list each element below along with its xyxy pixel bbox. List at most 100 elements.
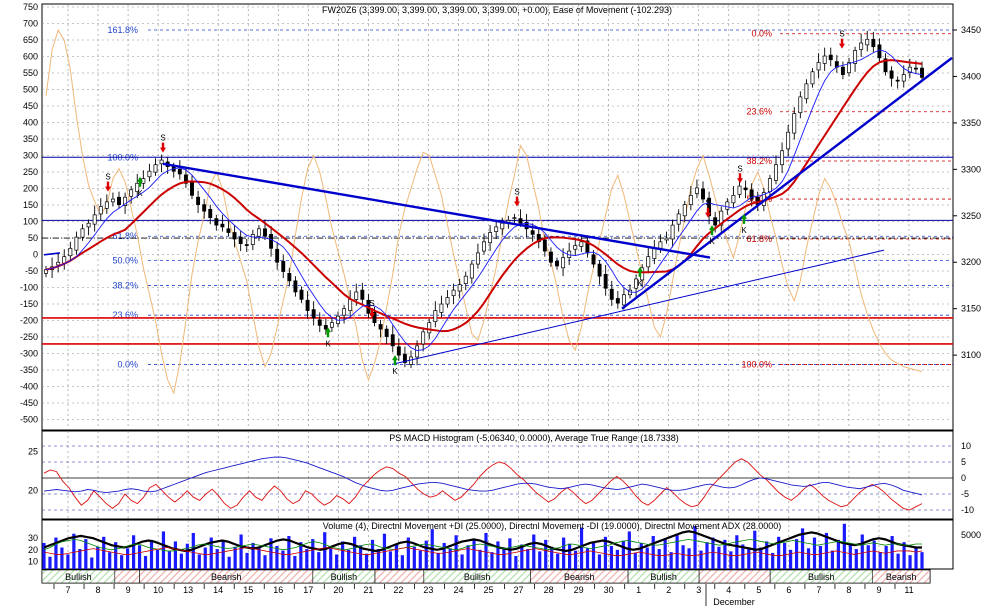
candle-body [853, 50, 858, 64]
candle-body [646, 256, 651, 268]
candle-body [658, 241, 663, 249]
volume-bar [842, 523, 846, 569]
left-tick-label: -150 [20, 299, 38, 309]
volume-bar [251, 542, 255, 569]
minus-di-series [43, 547, 923, 556]
trend-band-label: Bearish [886, 572, 917, 582]
volume-bar [311, 539, 315, 569]
candle-body [682, 204, 687, 217]
price-panel-title: FW20Z6 (3,399.00, 3,399.00, 3,399.00, 3,… [322, 5, 672, 15]
right-tick-label: 3450 [961, 25, 981, 35]
volume-bar [364, 553, 369, 569]
volume-bar [836, 539, 840, 569]
left-tick-label: 200 [23, 184, 38, 194]
candle-body [859, 42, 864, 50]
candle-body [305, 299, 310, 311]
candle-body [196, 196, 201, 205]
volume-right-tick: 5000 [961, 530, 981, 540]
right-tick-label: 3250 [961, 211, 981, 221]
indicator-right-tick: 0 [961, 473, 966, 483]
buy-arrow-icon [137, 176, 143, 187]
left-tick-label: 550 [23, 68, 38, 78]
slow-moving-average [45, 59, 923, 333]
volume-bar [800, 528, 805, 569]
volume-bar [878, 552, 882, 569]
trend-band-label: Bearish [564, 572, 595, 582]
candle-body [895, 79, 900, 82]
candle-body [86, 222, 91, 228]
buy-signal-label: K [392, 367, 398, 376]
candle-body [828, 54, 833, 61]
candle-body [482, 241, 486, 252]
sell-arrow-icon [160, 142, 166, 153]
volume-bar [72, 533, 76, 569]
volume-bar [573, 550, 578, 569]
volume-bar [693, 526, 697, 569]
candle-body [238, 236, 243, 245]
candle-body [445, 297, 450, 305]
candle-body [202, 204, 207, 212]
volume-bar [783, 542, 787, 569]
trend-band-label: Bullish [331, 572, 358, 582]
volume-bar [597, 554, 602, 569]
macd-histogram-series [43, 458, 923, 511]
volume-bar [42, 542, 46, 569]
candle-body [694, 187, 699, 194]
candle-body [518, 218, 523, 224]
date-tick-label: 14 [213, 585, 223, 595]
candle-body [433, 310, 438, 323]
trend-band-label: Bullish [464, 572, 491, 582]
candle-body [348, 299, 353, 311]
left-tick-label: 500 [23, 85, 38, 95]
left-tick-label: 600 [23, 52, 38, 62]
volume-bar [603, 536, 608, 569]
candle-body [378, 324, 383, 330]
candle-body [676, 213, 681, 225]
volume-bar [287, 536, 291, 569]
candle-body [190, 181, 194, 196]
date-tick-label: 11 [904, 585, 913, 595]
candle-body [226, 228, 231, 233]
volume-bar [299, 542, 303, 569]
trend-lines [43, 56, 953, 365]
volume-bar [633, 552, 637, 569]
sell-arrow-icon [737, 173, 743, 184]
volume-bar [400, 555, 404, 569]
date-tick-label: 1 [636, 585, 641, 595]
descending-trendline [162, 162, 711, 259]
trend-band-bearish [698, 569, 771, 584]
candle-body [439, 303, 444, 313]
volume-bar [830, 550, 835, 569]
volume-bar [687, 548, 691, 569]
candle-body [573, 245, 578, 250]
month-label: December [713, 597, 755, 607]
buy-signal-label: K [325, 339, 331, 348]
candle-body [780, 150, 785, 166]
volume-bar [347, 549, 351, 569]
candle-body [117, 196, 121, 205]
volume-bar [394, 543, 398, 569]
fib-label-left: 50.0% [112, 255, 138, 265]
candle-body [488, 232, 493, 244]
volume-bar [651, 536, 655, 569]
volume-bar [412, 546, 416, 569]
volume-bar [185, 543, 189, 569]
indicator-right-tick: -5 [961, 489, 969, 499]
candle-body [92, 214, 97, 225]
volume-bar [179, 553, 183, 569]
volume-bar [263, 555, 267, 569]
candle-body [804, 83, 809, 100]
volume-bar [120, 555, 124, 569]
date-tick-label: 9 [876, 585, 881, 595]
candle-body [865, 38, 870, 46]
volume-bar [448, 548, 452, 569]
trend-band-label: Bearish [211, 572, 242, 582]
volume-bar [191, 532, 195, 569]
volume-bar [777, 536, 781, 569]
candle-body [670, 224, 675, 240]
volume-bar [436, 552, 440, 569]
right-tick-label: 3150 [961, 304, 981, 314]
candle-body [269, 234, 274, 249]
date-tick-label: 16 [273, 585, 283, 595]
